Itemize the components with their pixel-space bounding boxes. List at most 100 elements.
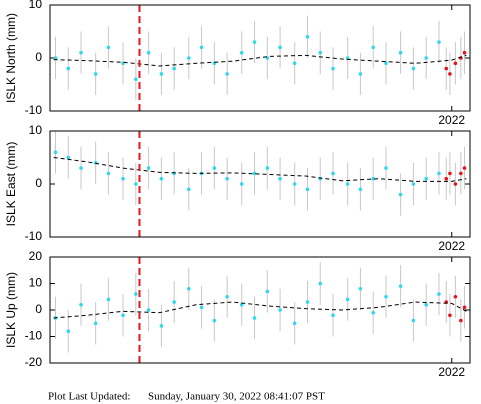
data-point [146,308,151,312]
x-tick-label: 2022 [438,239,465,253]
data-point [318,281,323,286]
data-point [199,305,204,310]
data-point [292,321,297,326]
data-point [93,321,98,326]
plot-frame [49,130,471,238]
y-tick-label: 10 [29,276,43,290]
data-point [331,313,335,318]
data-point [93,161,98,165]
y-tick-label: 0 [35,302,42,316]
data-point [424,176,428,181]
data-point [345,297,350,302]
y-axis-label: ISLK East (mm) [4,142,18,227]
data-point [384,61,388,66]
data-point [134,77,138,81]
data-point [134,292,138,296]
data-point [53,56,58,60]
data-point [444,176,449,181]
data-point [371,176,376,181]
data-point [448,72,452,76]
y-tick-label: 0 [35,176,42,190]
data-point [305,35,310,39]
data-point [66,155,71,160]
data-point [437,171,441,176]
plot-frame [49,4,471,112]
y-tick-label: -10 [25,103,43,117]
data-point [411,182,416,186]
data-point [212,166,217,170]
y-tick-label: -10 [25,229,43,243]
data-point [331,66,335,71]
data-point [462,50,467,55]
data-point [121,313,125,318]
data-point [411,66,416,71]
plot-frame [49,256,471,364]
data-point [252,40,257,44]
data-point [453,294,458,299]
y-tick-label: -20 [25,355,43,369]
data-point [172,171,176,176]
data-point [424,56,428,60]
data-point [239,182,244,186]
y-tick-label: 10 [29,0,43,11]
data-point [106,297,111,302]
trend-line [53,54,467,67]
data-point [437,40,441,44]
data-point [186,287,191,291]
footer-label: Plot Last Updated: [48,391,131,403]
data-point [437,292,441,296]
data-point [462,166,467,170]
trend-line [53,157,467,182]
data-point [318,50,323,55]
data-point [225,176,229,181]
y-tick-label: 20 [29,249,43,263]
data-point [358,187,363,192]
data-point [79,302,83,307]
data-point [331,171,335,176]
y-axis-label: ISLK Up (mm) [4,272,18,348]
data-point [252,316,257,320]
data-point [305,300,310,304]
data-point [371,310,376,315]
data-point [278,308,282,312]
data-point [53,150,58,154]
data-point [358,72,363,76]
data-point [444,66,449,71]
data-point [265,289,270,294]
data-point [459,318,463,323]
trend-line [53,301,467,319]
data-point [292,182,297,186]
data-point [159,176,164,181]
data-point [278,176,282,181]
data-point [134,182,138,186]
footer-date: Sunday, January 30, 2022 08:41:07 PST [148,391,325,403]
data-point [121,176,125,181]
data-point [93,72,98,76]
x-tick-label: 2022 [438,365,465,379]
data-point [252,171,257,176]
data-point [66,66,71,71]
data-point [358,287,363,291]
data-point [384,166,388,170]
data-point [186,56,191,60]
y-tick-label: -10 [25,329,43,343]
data-point [146,50,151,55]
data-point [453,182,458,186]
data-point [159,324,164,328]
data-point [225,72,229,76]
data-point [345,56,350,60]
data-point [462,305,467,310]
panel: ISLK North (mm) -10 0 10 2022 [4,0,471,127]
data-point [79,166,83,170]
data-point [239,50,244,55]
data-point [239,302,244,307]
data-point [371,45,376,50]
data-point [448,171,452,176]
data-point [398,284,403,288]
data-point [398,192,403,197]
data-point [384,294,388,299]
data-point [398,50,403,55]
data-point [106,45,111,50]
data-point [345,182,350,186]
